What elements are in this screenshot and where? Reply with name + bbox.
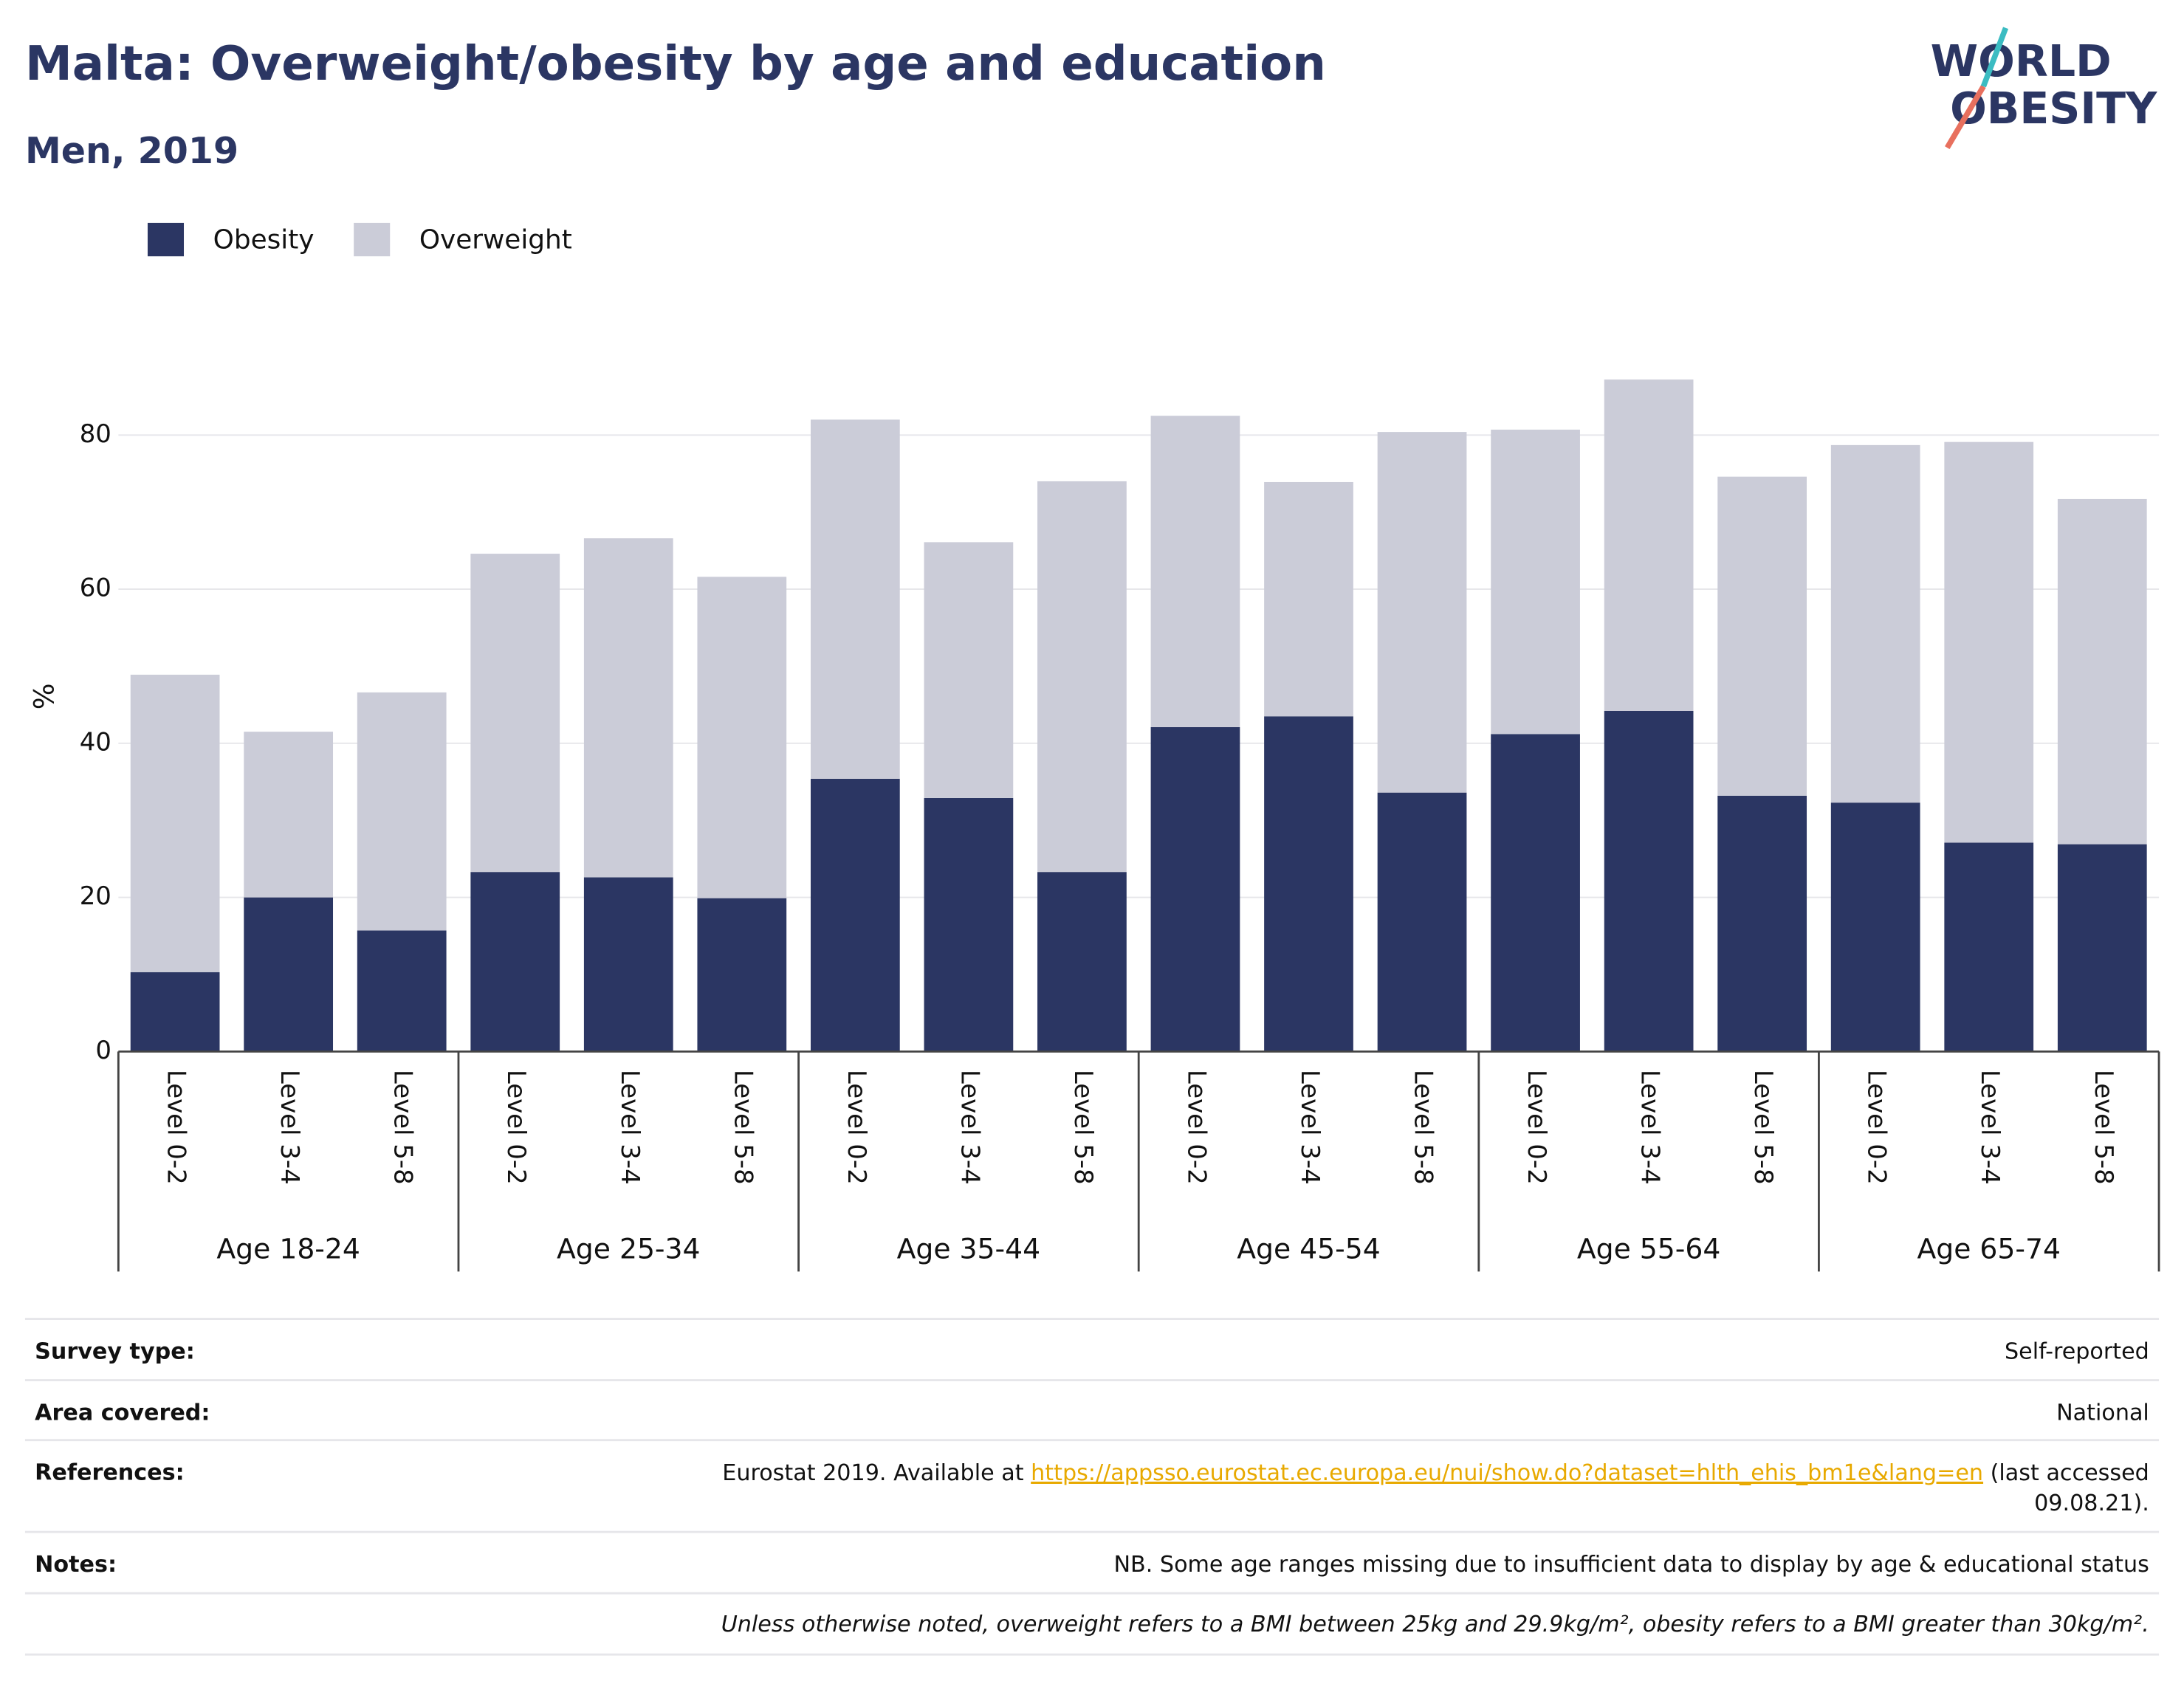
- x-tick-label: Level 5-8: [1409, 1070, 1438, 1185]
- bar-segment: [810, 778, 900, 1052]
- references-value: Eurostat 2019. Available at https://apps…: [722, 1460, 2149, 1485]
- bar-segment: [1830, 802, 1920, 1052]
- x-tick-label: Level 5-8: [1068, 1070, 1098, 1185]
- bar-segment: [244, 732, 334, 898]
- legend-swatch: [354, 222, 391, 257]
- legend-label: Obesity: [213, 224, 315, 255]
- x-tick-label: Level 3-4: [1635, 1070, 1665, 1185]
- legend-swatch: [147, 222, 185, 257]
- bar-segment: [1717, 476, 1807, 796]
- logo-text: OBESITY: [1950, 83, 2157, 134]
- bar-segment: [1150, 726, 1240, 1052]
- y-axis-label: %: [28, 683, 61, 709]
- chart-title: Malta: Overweight/obesity by age and edu…: [25, 36, 1326, 92]
- bar-segment: [924, 797, 1014, 1052]
- x-tick-label: Level 3-4: [955, 1070, 984, 1185]
- bar-segment: [130, 674, 220, 972]
- bar-segment: [2057, 844, 2147, 1052]
- x-tick-label: Level 5-8: [728, 1070, 758, 1185]
- bar-segment: [583, 538, 673, 878]
- x-tick-label: Level 5-8: [388, 1070, 418, 1185]
- logo-text: WORLD: [1931, 36, 2112, 86]
- footer-value: Self-reported: [2005, 1338, 2149, 1364]
- bar-segment: [2057, 498, 2147, 845]
- footer-label: References:: [35, 1460, 184, 1485]
- footer-definition: Unless otherwise noted, overweight refer…: [721, 1612, 2149, 1637]
- logo-slash: [1980, 27, 2009, 88]
- x-tick-label: Level 3-4: [1295, 1070, 1325, 1185]
- footer-value: National: [2056, 1400, 2149, 1426]
- reference-prefix: Eurostat 2019. Available at: [722, 1460, 1023, 1485]
- group-label: Age 18-24: [216, 1233, 360, 1265]
- bar-segment: [1491, 429, 1580, 735]
- y-tick-label: 20: [80, 881, 111, 911]
- bar-segment: [244, 897, 334, 1052]
- bar-segment: [1830, 444, 1920, 803]
- bar-segment: [1491, 734, 1580, 1052]
- bar-segment: [1377, 432, 1467, 793]
- footer-label: Survey type:: [35, 1338, 195, 1364]
- bar-segment: [697, 898, 787, 1052]
- x-tick-label: Level 3-4: [1975, 1070, 2005, 1185]
- bar-segment: [1944, 441, 2034, 843]
- bar-segment: [924, 542, 1014, 798]
- x-tick-label: Level 0-2: [1181, 1070, 1211, 1185]
- x-tick-label: Level 5-8: [1748, 1070, 1778, 1185]
- bar-segment: [1717, 795, 1807, 1052]
- chart-subtitle: Men, 2019: [25, 129, 238, 172]
- y-tick-label: 60: [80, 574, 111, 603]
- bar-segment: [583, 877, 673, 1052]
- x-tick-label: Level 3-4: [275, 1070, 304, 1185]
- legend-label: Overweight: [419, 224, 572, 255]
- x-tick-label: Level 0-2: [501, 1070, 531, 1185]
- bar-segment: [357, 692, 447, 931]
- bar-segment: [1604, 710, 1694, 1052]
- reference-link: https://appsso.eurostat.ec.europa.eu/nui…: [1031, 1460, 1983, 1485]
- y-tick-label: 40: [80, 727, 111, 757]
- bar-segment: [1037, 872, 1127, 1052]
- bar-segment: [1264, 716, 1353, 1052]
- references-value: 09.08.21).: [2034, 1491, 2149, 1516]
- bar-segment: [697, 577, 787, 898]
- bar-segment: [470, 872, 560, 1052]
- logo-slash: [1945, 85, 1986, 149]
- bar-segment: [1037, 481, 1127, 873]
- footer-label: Notes:: [35, 1552, 117, 1578]
- bar-segment: [1944, 842, 2034, 1052]
- bar-segment: [810, 419, 900, 779]
- bar-segment: [130, 972, 220, 1052]
- group-label: Age 45-54: [1237, 1233, 1381, 1265]
- x-tick-label: Level 3-4: [615, 1070, 645, 1185]
- footer-label: Area covered:: [35, 1400, 210, 1426]
- bar-segment: [1604, 379, 1694, 711]
- bar-segment: [1377, 792, 1467, 1052]
- footer-value: NB. Some age ranges missing due to insuf…: [1113, 1552, 2149, 1578]
- reference-suffix: (last accessed: [1991, 1460, 2149, 1485]
- group-label: Age 65-74: [1917, 1233, 2061, 1265]
- bar-segment: [1264, 481, 1353, 717]
- y-tick-label: 0: [95, 1036, 111, 1065]
- group-label: Age 35-44: [897, 1233, 1041, 1265]
- x-tick-label: Level 5-8: [2089, 1070, 2118, 1185]
- bar-segment: [470, 554, 560, 873]
- x-tick-label: Level 0-2: [1862, 1070, 1892, 1185]
- group-label: Age 25-34: [557, 1233, 701, 1265]
- y-tick-label: 80: [80, 419, 111, 449]
- x-tick-label: Level 0-2: [842, 1070, 871, 1185]
- x-tick-label: Level 0-2: [162, 1070, 191, 1185]
- bar-segment: [1150, 416, 1240, 727]
- bar-segment: [357, 930, 447, 1052]
- x-tick-label: Level 0-2: [1522, 1070, 1551, 1185]
- group-label: Age 55-64: [1577, 1233, 1721, 1265]
